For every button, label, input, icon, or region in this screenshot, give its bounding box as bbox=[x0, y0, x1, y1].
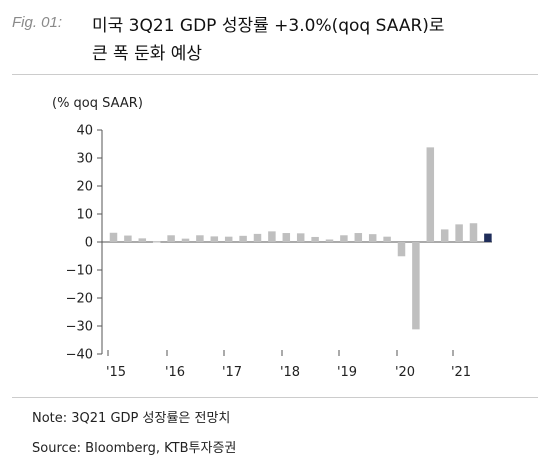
note-text: Note: 3Q21 GDP 성장률은 전망치 bbox=[32, 411, 231, 426]
bar-1Q19 bbox=[340, 235, 348, 242]
y-tick-label: 30 bbox=[76, 152, 93, 167]
bottom-divider bbox=[12, 397, 538, 398]
bar-2Q16 bbox=[181, 238, 190, 242]
bar-3Q21 bbox=[484, 233, 492, 242]
bar-2Q17 bbox=[239, 235, 247, 242]
chart-title: 미국 3Q21 GDP 성장률 +3.0%(qoq SAAR)로 큰 폭 둔화 … bbox=[92, 12, 532, 68]
bar-2Q15 bbox=[124, 235, 132, 242]
y-tick-label: 10 bbox=[76, 208, 93, 223]
top-divider bbox=[12, 74, 538, 75]
x-tick-label: '15 bbox=[106, 365, 126, 380]
bar-1Q20 bbox=[397, 242, 406, 257]
chart-title-line-1: 미국 3Q21 GDP 성장률 +3.0%(qoq SAAR)로 bbox=[92, 16, 445, 36]
bar-1Q15 bbox=[109, 232, 118, 242]
bar-1Q17 bbox=[224, 236, 233, 242]
bar-1Q18 bbox=[282, 233, 291, 242]
bar-3Q20 bbox=[426, 147, 435, 242]
y-tick-label: −10 bbox=[66, 264, 93, 279]
y-tick-label: −40 bbox=[66, 348, 93, 363]
bar-2Q21 bbox=[469, 223, 478, 242]
y-tick-label: −30 bbox=[66, 320, 93, 335]
chart-title-line-2: 큰 폭 둔화 예상 bbox=[92, 44, 203, 64]
bar-4Q16 bbox=[210, 236, 219, 242]
bar-4Q20 bbox=[440, 229, 449, 242]
y-tick-label: 0 bbox=[85, 236, 93, 251]
bar-1Q16 bbox=[167, 235, 175, 242]
bar-2Q19 bbox=[354, 233, 363, 242]
bar-4Q15 bbox=[152, 241, 161, 243]
y-axis-label: (% qoq SAAR) bbox=[52, 96, 143, 111]
x-tick-label: '20 bbox=[395, 365, 415, 380]
figure-label: Fig. 01: bbox=[12, 14, 63, 31]
x-tick-label: '16 bbox=[165, 365, 185, 380]
bar-3Q15 bbox=[138, 238, 147, 242]
x-tick-label: '17 bbox=[222, 365, 242, 380]
x-tick-label: '18 bbox=[280, 365, 300, 380]
bar-2Q20 bbox=[412, 242, 420, 330]
source-text: Source: Bloomberg, KTB투자증권 bbox=[32, 441, 237, 456]
bar-4Q18 bbox=[325, 239, 334, 242]
bar-2Q18 bbox=[296, 233, 305, 242]
y-tick-label: 20 bbox=[76, 180, 93, 195]
bar-3Q19 bbox=[368, 234, 377, 242]
y-tick-label: −20 bbox=[66, 292, 93, 307]
bar-4Q19 bbox=[383, 236, 391, 242]
bar-4Q17 bbox=[268, 231, 276, 242]
y-tick-label: 40 bbox=[76, 124, 93, 139]
bar-3Q17 bbox=[253, 233, 262, 242]
x-tick-label: '19 bbox=[337, 365, 357, 380]
x-tick-label: '21 bbox=[451, 365, 471, 380]
bar-3Q16 bbox=[196, 235, 204, 242]
bar-3Q18 bbox=[311, 236, 319, 242]
bar-1Q21 bbox=[455, 224, 463, 242]
